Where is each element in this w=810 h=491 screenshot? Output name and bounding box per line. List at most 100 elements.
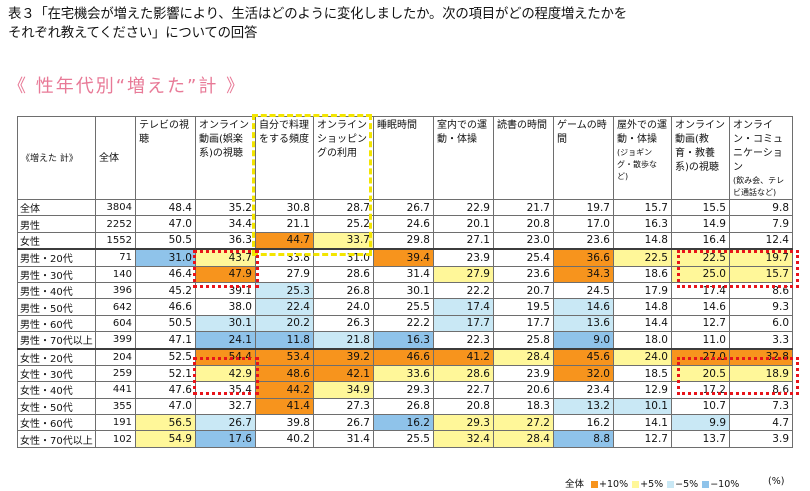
value-cell: 53.4 bbox=[255, 348, 314, 366]
value-cell: 26.8 bbox=[373, 397, 434, 416]
row-label: 全体 bbox=[17, 198, 96, 217]
value-cell: 47.0 bbox=[135, 397, 196, 416]
value-cell: 25.2 bbox=[313, 215, 374, 233]
value-cell: 17.4 bbox=[671, 281, 730, 300]
value-cell: 20.7 bbox=[493, 281, 554, 300]
value-cell: 10.7 bbox=[671, 397, 730, 416]
value-cell: 16.2 bbox=[553, 414, 614, 432]
value-cell: 12.9 bbox=[613, 381, 672, 399]
value-cell: 12.7 bbox=[613, 430, 672, 448]
value-cell: 56.5 bbox=[135, 414, 196, 432]
value-cell: 8.6 bbox=[729, 281, 793, 300]
table-row: 女性・60代 191 56.5 26.7 39.8 26.7 16.2 29.3 27.2 16.… bbox=[17, 414, 793, 432]
table-caption: 表３「在宅機会が増えた影響により、生活はどのように変化しましたか。次の項目がどの… bbox=[8, 7, 627, 41]
value-cell: 14.1 bbox=[613, 414, 672, 432]
value-cell: 48.6 bbox=[255, 364, 314, 383]
value-cell: 23.9 bbox=[433, 248, 494, 267]
value-cell: 29.3 bbox=[433, 414, 494, 432]
column-header: オンラインショッピングの利用 bbox=[313, 116, 374, 200]
value-cell: 28.4 bbox=[493, 348, 554, 366]
value-cell: 25.5 bbox=[373, 430, 434, 448]
value-cell: 18.3 bbox=[493, 397, 554, 416]
value-cell: 14.4 bbox=[613, 314, 672, 333]
row-sample-size: 102 bbox=[95, 430, 136, 448]
value-cell: 33.8 bbox=[255, 248, 314, 267]
value-cell: 28.6 bbox=[313, 265, 374, 283]
value-cell: 54.4 bbox=[195, 348, 256, 366]
legend-label: −10% bbox=[710, 479, 740, 490]
table-row: 女性・40代 441 47.6 35.4 44.2 34.9 29.3 22.7 20.6 23.… bbox=[17, 381, 793, 399]
corner-header: 《増えた 計》 bbox=[17, 116, 96, 200]
row-sample-size: 191 bbox=[95, 414, 136, 432]
row-sample-size: 396 bbox=[95, 281, 136, 300]
value-cell: 45.6 bbox=[553, 348, 614, 366]
table-body: 全体 3804 48.4 35.2 30.8 28.7 26.7 22.9 21.7 19.7 15… bbox=[17, 198, 793, 448]
row-sample-size: 642 bbox=[95, 298, 136, 316]
value-cell: 19.7 bbox=[729, 248, 793, 267]
value-cell: 42.1 bbox=[313, 364, 374, 383]
value-cell: 23.6 bbox=[493, 265, 554, 283]
value-cell: 35.4 bbox=[195, 381, 256, 399]
value-cell: 15.7 bbox=[729, 265, 793, 283]
value-cell: 22.2 bbox=[433, 281, 494, 300]
value-cell: 14.8 bbox=[613, 231, 672, 251]
legend-swatch bbox=[667, 481, 675, 488]
total-header: 全体 bbox=[95, 116, 136, 200]
value-cell: 27.9 bbox=[433, 265, 494, 283]
value-cell: 41.4 bbox=[255, 397, 314, 416]
value-cell: 25.0 bbox=[671, 265, 730, 283]
value-cell: 27.1 bbox=[433, 231, 494, 251]
value-cell: 41.2 bbox=[433, 348, 494, 366]
value-cell: 20.2 bbox=[255, 314, 314, 333]
legend-label: +10% bbox=[599, 479, 629, 490]
value-cell: 10.1 bbox=[613, 397, 672, 416]
value-cell: 40.2 bbox=[255, 430, 314, 448]
value-cell: 17.4 bbox=[433, 298, 494, 316]
value-cell: 22.4 bbox=[255, 298, 314, 316]
column-header: ゲームの時間 bbox=[553, 116, 614, 200]
value-cell: 7.9 bbox=[729, 215, 793, 233]
value-cell: 16.3 bbox=[613, 215, 672, 233]
column-header-note: (飲み会、テレビ通話など) bbox=[733, 176, 785, 197]
value-cell: 7.3 bbox=[729, 397, 793, 416]
value-cell: 35.2 bbox=[195, 198, 256, 217]
header-row: 《増えた 計》 全体 テレビの視聴 オンライン動画(娯楽系)の視聴 自分で料理をする… bbox=[17, 116, 793, 200]
results-table: 《増えた 計》 全体 テレビの視聴 オンライン動画(娯楽系)の視聴 自分で料理をする… bbox=[17, 116, 793, 448]
value-cell: 20.8 bbox=[493, 215, 554, 233]
value-cell: 14.6 bbox=[553, 298, 614, 316]
column-header: テレビの視聴 bbox=[135, 116, 196, 200]
value-cell: 33.6 bbox=[373, 364, 434, 383]
column-header: 読書の時間 bbox=[493, 116, 554, 200]
column-header-label: 室内での運動・体操 bbox=[437, 120, 487, 145]
value-cell: 47.9 bbox=[195, 265, 256, 283]
row-sample-size: 140 bbox=[95, 265, 136, 283]
value-cell: 32.0 bbox=[553, 364, 614, 383]
value-cell: 17.7 bbox=[433, 314, 494, 333]
value-cell: 9.9 bbox=[671, 414, 730, 432]
column-header-label: テレビの視聴 bbox=[139, 120, 189, 145]
value-cell: 25.5 bbox=[373, 298, 434, 316]
table-row: 男性・70代以上 399 47.1 24.1 11.8 21.8 16.3 22.3 25.8 9… bbox=[17, 331, 793, 350]
value-cell: 27.2 bbox=[493, 414, 554, 432]
value-cell: 16.3 bbox=[373, 331, 434, 350]
value-cell: 39.8 bbox=[255, 414, 314, 432]
value-cell: 36.6 bbox=[553, 248, 614, 267]
value-cell: 45.2 bbox=[135, 281, 196, 300]
value-cell: 6.0 bbox=[729, 314, 793, 333]
value-cell: 21.7 bbox=[493, 198, 554, 217]
value-cell: 24.6 bbox=[373, 215, 434, 233]
value-cell: 20.1 bbox=[433, 215, 494, 233]
row-label: 女性・60代 bbox=[17, 414, 96, 432]
value-cell: 23.6 bbox=[553, 231, 614, 251]
row-sample-size: 441 bbox=[95, 381, 136, 399]
value-cell: 23.0 bbox=[493, 231, 554, 251]
column-header-label: 自分で料理をする頻度 bbox=[259, 120, 309, 145]
value-cell: 15.5 bbox=[671, 198, 730, 217]
value-cell: 52.1 bbox=[135, 364, 196, 383]
row-sample-size: 204 bbox=[95, 348, 136, 366]
value-cell: 9.8 bbox=[729, 198, 793, 217]
section-subtitle: 《 性年代別“増えた”計 》 bbox=[8, 76, 247, 97]
row-label: 女性・40代 bbox=[17, 381, 96, 399]
value-cell: 25.4 bbox=[493, 248, 554, 267]
value-cell: 12.7 bbox=[671, 314, 730, 333]
